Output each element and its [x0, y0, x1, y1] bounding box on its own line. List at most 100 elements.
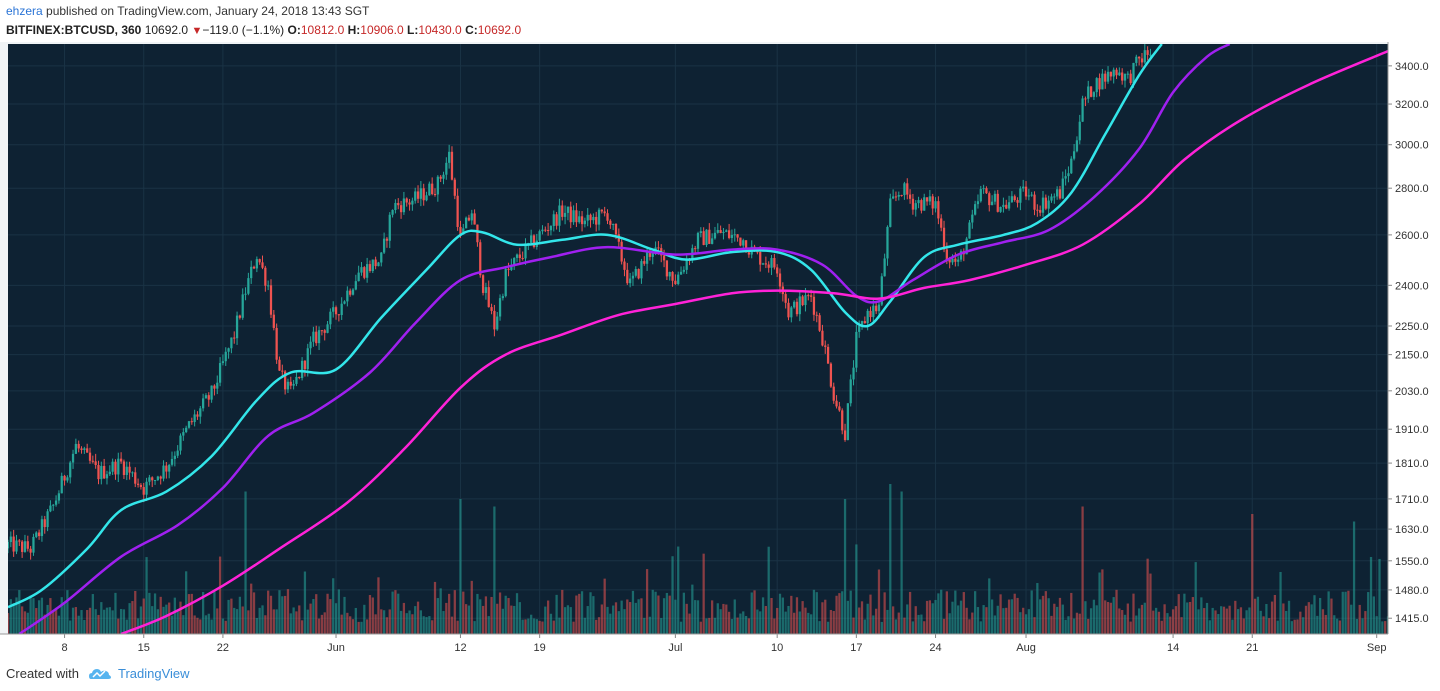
volume-bar [456, 620, 459, 634]
volume-bar [490, 596, 493, 634]
volume-bar [985, 607, 988, 634]
tradingview-logo-icon[interactable] [88, 665, 112, 683]
volume-bar [77, 615, 80, 634]
volume-bar [891, 606, 895, 634]
volume-bar [1177, 594, 1180, 634]
volume-bar [168, 602, 171, 634]
volume-bar [153, 593, 157, 634]
volume-bar [66, 590, 69, 634]
candle-body [142, 487, 145, 495]
candle-body [1027, 195, 1030, 197]
candle-body [354, 281, 357, 290]
volume-bar [699, 621, 702, 634]
candle-body [377, 262, 380, 267]
volume-bar [1335, 618, 1339, 634]
candle-body [103, 465, 106, 479]
volume-bar [241, 606, 244, 634]
candle-body [1067, 173, 1070, 177]
volume-bar [185, 571, 188, 634]
candle-body [1098, 78, 1101, 90]
candle-body [351, 289, 355, 295]
candle-body [428, 183, 431, 196]
volume-bar [1375, 616, 1378, 634]
volume-bar [60, 597, 63, 634]
price-chart[interactable]: 1415.01480.01550.01630.01710.01810.01910… [0, 42, 1440, 658]
volume-bar [416, 601, 420, 634]
volume-bar [657, 595, 660, 634]
volume-bar [80, 610, 83, 634]
candle-body [829, 363, 833, 387]
candle-body [111, 461, 114, 472]
volume-bar [572, 621, 575, 634]
volume-bar [487, 616, 490, 634]
author-link[interactable]: ehzera [6, 4, 43, 18]
volume-bar [57, 615, 61, 634]
candle-body [255, 259, 258, 269]
candle-body [931, 196, 934, 209]
candle-body [1019, 188, 1022, 203]
volume-bar [668, 595, 671, 634]
volume-bar [597, 617, 601, 634]
volume-bar [63, 603, 66, 634]
price-axis[interactable]: 1415.0 1480.0 1550.0 1630.0 1710.0 1810.0 1910… [1387, 42, 1429, 634]
candle-body [470, 213, 473, 221]
candle-body [1005, 204, 1008, 209]
last-price: 10692.0 [144, 23, 189, 37]
volume-bar [1050, 615, 1053, 634]
volume-bar [1225, 608, 1228, 634]
candle-body [292, 383, 295, 386]
candle-body [727, 230, 731, 238]
candle-body [875, 305, 878, 312]
candle-body [309, 341, 312, 349]
candle-body [23, 541, 27, 552]
candle-body [906, 183, 909, 195]
price-change: −119.0 (−1.1%) [202, 23, 285, 37]
candle-body [43, 519, 46, 528]
candle-body [860, 321, 864, 327]
volume-bar [532, 618, 536, 634]
volume-bar [1132, 593, 1135, 634]
candle-body [26, 541, 29, 549]
volume-bar [493, 506, 496, 634]
volume-bar [889, 484, 892, 634]
candle-body [824, 345, 827, 347]
volume-bar [1341, 591, 1344, 634]
volume-bar [125, 619, 128, 634]
volume-bar [103, 609, 106, 634]
volume-bar [1302, 617, 1305, 634]
candle-body [281, 370, 284, 372]
candle-body [1089, 86, 1093, 97]
volume-bar [484, 596, 488, 634]
candle-body [626, 269, 629, 284]
volume-bar [1078, 613, 1081, 634]
volume-bar [846, 600, 850, 634]
candle-body [521, 257, 524, 259]
time-axis[interactable]: 8 15 22 Jun 12 19 Jul 10 17 24 Aug 14 21 Sep [0, 633, 1388, 654]
candle-body [979, 189, 982, 202]
volume-bar [1024, 614, 1028, 634]
candle-body [982, 188, 985, 190]
candle-body [544, 229, 547, 231]
volume-bar [1319, 597, 1322, 634]
candle-body [1030, 194, 1033, 196]
candle-body [207, 395, 210, 400]
volume-bar [999, 594, 1002, 634]
candle-body [858, 326, 861, 332]
candle-body [201, 398, 205, 409]
candle-body [716, 230, 719, 233]
volume-bar [761, 597, 765, 634]
volume-bar [1228, 605, 1231, 634]
volume-bar [679, 621, 683, 634]
candle-body [46, 511, 49, 528]
candle-body [538, 231, 541, 241]
volume-bar [397, 593, 400, 634]
candle-body [18, 540, 21, 542]
candle-body [1010, 196, 1014, 203]
volume-bar [145, 557, 148, 634]
volume-bar [1115, 589, 1118, 634]
candle-body [334, 307, 338, 315]
volume-bar [142, 598, 145, 634]
tradingview-link[interactable]: TradingView [118, 666, 190, 681]
y-tick-label: 2150.0 [1395, 350, 1429, 362]
candle-body [162, 465, 165, 479]
